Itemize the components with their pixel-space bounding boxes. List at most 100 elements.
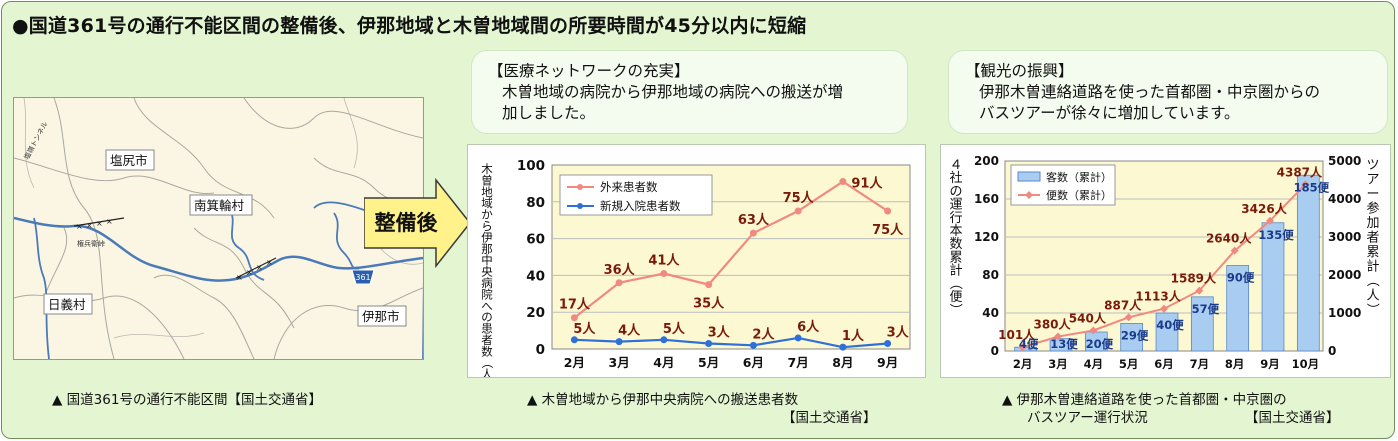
svg-text:×: × [236, 273, 243, 282]
medical-note: 【医療ネットワークの充実】 木曽地域の病院から伊那地域の病院への搬送が増 加しま… [471, 50, 908, 134]
data-point [1195, 286, 1204, 295]
bar-data-label: 185便 [1294, 180, 1330, 194]
line-data-label: 1589人 [1171, 271, 1217, 286]
svg-text:×: × [256, 263, 263, 272]
y-left-tick-label: 0 [991, 344, 999, 358]
bar-data-label: 40便 [1156, 318, 1184, 332]
map-label-hiyoshi: 日義村 [48, 297, 86, 312]
x-tick-label: 4月 [653, 355, 674, 370]
data-point [615, 279, 623, 287]
bar-data-label: 57便 [1192, 302, 1220, 316]
line-data-label: 1113人 [1135, 289, 1181, 304]
x-tick-label: 7月 [788, 355, 809, 370]
improvement-arrow: 整備後 [364, 178, 471, 268]
legend-swatch-bar [1017, 171, 1041, 182]
data-point [794, 334, 802, 342]
y-tick-label: 20 [526, 305, 545, 321]
y-left-tick-label: 40 [982, 306, 999, 320]
y-right-tick-label: 3000 [1328, 230, 1361, 244]
data-point [1301, 180, 1310, 189]
medical-text-line2: 加しました。 [502, 104, 596, 122]
svg-text:本: 本 [949, 224, 962, 239]
x-tick-label: 6月 [743, 355, 764, 370]
legend-box [559, 174, 713, 216]
data-label: 1人 [842, 328, 865, 344]
map-label-minowa: 南箕輪村 [194, 198, 245, 213]
svg-text:曽: 曽 [481, 173, 493, 187]
map-pass-label: 権兵衛峠 [77, 239, 105, 248]
data-point [839, 343, 847, 351]
svg-text:人: 人 [1366, 289, 1379, 304]
bar [1155, 312, 1179, 352]
data-point [884, 207, 892, 215]
bar [1120, 323, 1144, 352]
svg-text:累: 累 [1366, 245, 1379, 260]
legend-label: 外来患者数 [600, 180, 658, 194]
svg-text:か: か [481, 208, 493, 222]
svg-text:木: 木 [481, 162, 493, 176]
svg-text:者: 者 [1366, 231, 1379, 246]
svg-text:×: × [76, 222, 83, 231]
data-point [1124, 313, 1133, 322]
tourism-caption-line3: 【国土交通省】 [1245, 410, 1340, 426]
medical-caption-line1: ▲ 木曽地域から伊那中央病院への搬送患者数 [527, 392, 799, 408]
bar-data-label: 29便 [1121, 328, 1149, 342]
svg-text:の: の [949, 184, 962, 199]
data-point [1160, 304, 1168, 313]
data-label: 91人 [851, 176, 883, 192]
data-label: 63人 [738, 212, 770, 228]
x-tick-label: 3月 [1048, 357, 1068, 371]
x-tick-label: 5月 [1119, 357, 1139, 371]
data-label: 41人 [648, 253, 680, 269]
svg-text:参: 参 [1366, 201, 1379, 217]
svg-text:×: × [96, 219, 103, 228]
bar [1190, 296, 1214, 352]
map-panel: × × × × × × × × 権兵衛峠 塩嶺トンネル 361 塩尻市 南箕輪村 日義村 伊… [13, 97, 424, 360]
tourism-text-line2: バスツアーが徐々に増加しています。 [979, 104, 1240, 122]
y-right-tick-label: 1000 [1328, 306, 1361, 320]
svg-text:病: 病 [481, 276, 493, 290]
svg-text:便: 便 [949, 290, 962, 305]
medical-caption-line2: 【国土交通省】 [782, 410, 877, 426]
svg-text:ツ: ツ [1366, 158, 1379, 173]
svg-text:ア: ア [1366, 173, 1379, 188]
map-label-ina: 伊那市 [362, 309, 400, 324]
bar-data-label: 20便 [1086, 337, 1114, 351]
map-label-shiojiri: 塩尻市 [110, 153, 148, 168]
bar [1261, 222, 1285, 352]
y-tick-label: 0 [536, 342, 545, 358]
series-line-1 [573, 180, 889, 319]
svg-text:（: （ [947, 277, 962, 290]
svg-text:人: 人 [481, 367, 493, 377]
chart-tours-panel: 0 40 80 120 160 200 0 1000 2000 3000 4000 5000 2月 3月 4… [940, 144, 1391, 378]
y-right-tick-label: 4000 [1328, 192, 1361, 206]
bar-data-label: 13便 [1050, 337, 1078, 351]
data-point [749, 229, 757, 237]
chart-patients-panel: 0 20 40 60 80 100 2月 3月 4月 5月 6月 7月 8月 9月 木曽地域から伊那中央病院… [467, 144, 926, 378]
bar [1049, 338, 1073, 352]
legend-marker [577, 203, 583, 209]
svg-text:域: 域 [481, 196, 493, 210]
data-point [705, 339, 713, 347]
svg-text:へ: へ [481, 299, 493, 313]
line-data-label: 4387人 [1277, 164, 1323, 179]
line-data-label: 887人 [1104, 297, 1142, 312]
map-caption: ▲ 国道361号の通行不能区間【国土交通省】 [52, 392, 322, 408]
data-point [570, 314, 578, 322]
y-right-tick-label: 0 [1328, 344, 1336, 358]
route-361-shield: 361 [351, 269, 375, 285]
legend-marker [577, 184, 583, 190]
bar-data-label: 4便 [1019, 337, 1039, 351]
x-tick-label: 2月 [564, 355, 585, 370]
data-point [1054, 332, 1062, 341]
data-point [705, 281, 713, 289]
svg-text:）: ） [1364, 303, 1379, 316]
y-left-tick-label: 200 [974, 154, 999, 168]
y-tick-label: 40 [526, 268, 545, 284]
y-tick-label: 60 [526, 232, 545, 248]
legend-label: 客数（累計） [1046, 170, 1112, 184]
data-point [660, 270, 668, 278]
legend-marker [1025, 191, 1033, 199]
svg-text:数: 数 [949, 237, 962, 252]
